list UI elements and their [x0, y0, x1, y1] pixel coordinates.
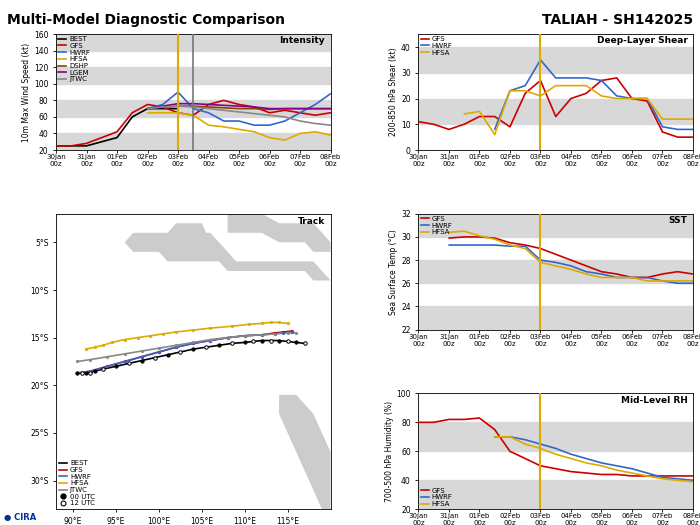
- Bar: [419, 307, 693, 330]
- Legend: BEST, GFS, HWRF, HFSA, DSHP, LGEM, JTWC: BEST, GFS, HWRF, HFSA, DSHP, LGEM, JTWC: [58, 36, 90, 82]
- Bar: [56, 100, 330, 117]
- Bar: [419, 214, 693, 237]
- Bar: [419, 260, 693, 284]
- Bar: [56, 67, 330, 84]
- Y-axis label: Sea Surface Temp (°C): Sea Surface Temp (°C): [389, 229, 398, 314]
- Text: Multi-Model Diagnostic Comparison: Multi-Model Diagnostic Comparison: [7, 13, 285, 27]
- Y-axis label: 10m Max Wind Speed (kt): 10m Max Wind Speed (kt): [22, 43, 31, 142]
- Legend: GFS, HWRF, HFSA: GFS, HWRF, HFSA: [421, 216, 452, 235]
- Legend: BEST, GFS, HWRF, HFSA, JTWC, 00 UTC, 12 UTC: BEST, GFS, HWRF, HFSA, JTWC, 00 UTC, 12 …: [59, 460, 95, 507]
- Text: Mid-Level RH: Mid-Level RH: [621, 396, 687, 405]
- Bar: [419, 422, 693, 452]
- Bar: [419, 99, 693, 124]
- Text: ● CIRA: ● CIRA: [4, 513, 36, 522]
- Bar: [419, 47, 693, 73]
- Bar: [419, 480, 693, 509]
- Text: Intensity: Intensity: [279, 36, 325, 46]
- Text: TALIAH - SH142025: TALIAH - SH142025: [542, 13, 693, 27]
- Polygon shape: [116, 223, 330, 280]
- Text: Track: Track: [298, 217, 325, 226]
- Text: SST: SST: [668, 216, 687, 225]
- Text: Deep-Layer Shear: Deep-Layer Shear: [596, 36, 687, 46]
- Legend: GFS, HWRF, HFSA: GFS, HWRF, HFSA: [421, 36, 452, 56]
- Legend: GFS, HWRF, HFSA: GFS, HWRF, HFSA: [421, 488, 452, 507]
- Polygon shape: [228, 214, 330, 252]
- Polygon shape: [279, 395, 330, 509]
- Y-axis label: 700-500 hPa Humidity (%): 700-500 hPa Humidity (%): [384, 401, 393, 502]
- Bar: [56, 34, 330, 51]
- Y-axis label: 200-850 hPa Shear (kt): 200-850 hPa Shear (kt): [389, 48, 398, 136]
- Bar: [56, 133, 330, 150]
